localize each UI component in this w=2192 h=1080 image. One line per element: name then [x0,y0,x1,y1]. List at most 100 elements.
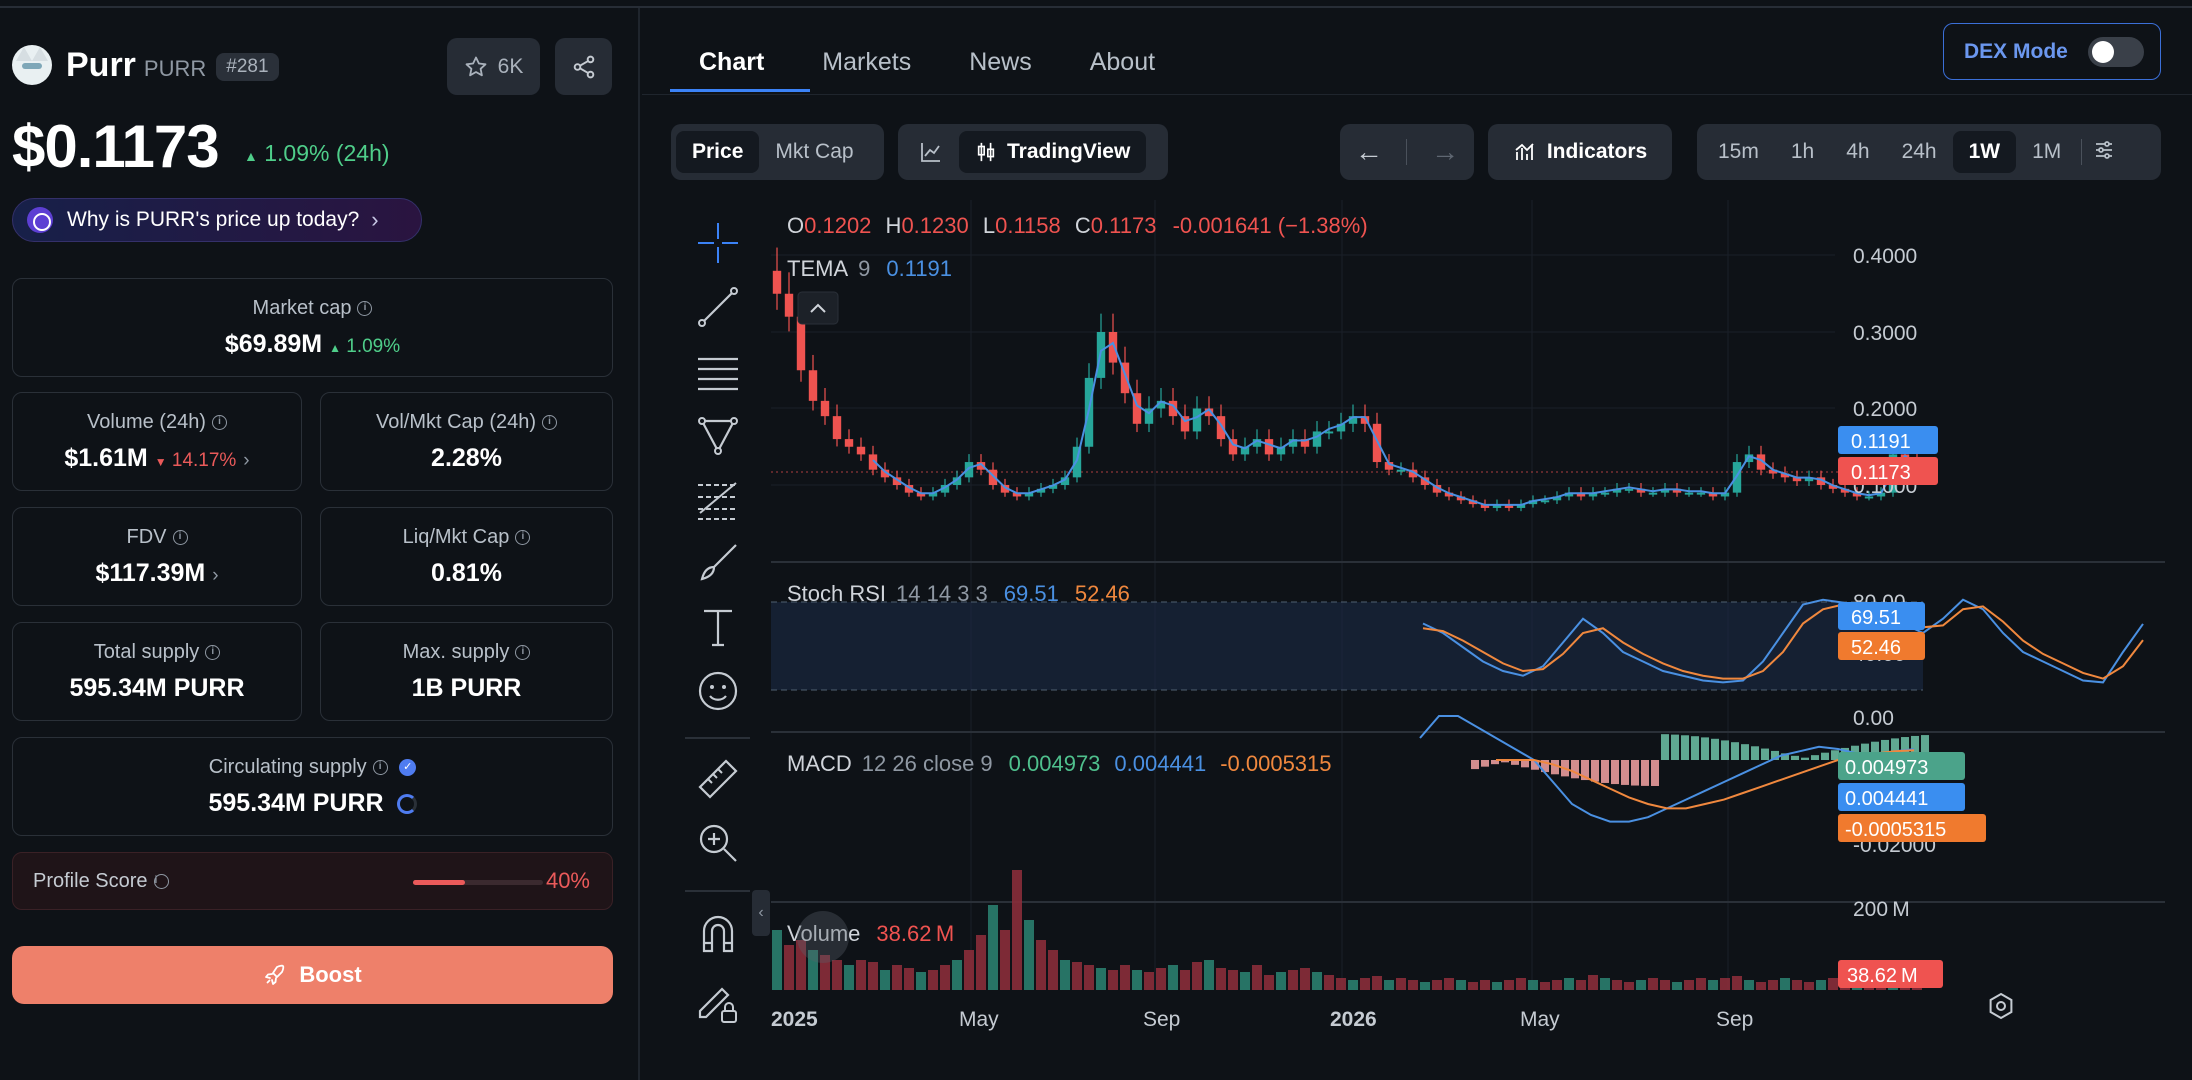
token-header: Purr PURR #281 [12,40,279,90]
timeframe-15m[interactable]: 15m [1718,140,1759,163]
horizontal-lines-icon[interactable] [695,348,741,394]
price-toggle-button[interactable]: Price [676,131,760,173]
timeframe-4h[interactable]: 4h [1846,140,1870,163]
volume-bar [1144,972,1154,990]
price-mktcap-toggle: Price Mkt Cap [671,124,884,180]
time-tick: 2025 [771,1008,818,1031]
info-icon[interactable]: i [357,301,373,317]
why-price-up-button[interactable]: Why is PURR's price up today? › [12,198,422,242]
volume-bar [1096,968,1106,990]
collapse-toolbar-button[interactable]: ‹ [752,890,770,936]
timeframe-1h[interactable]: 1h [1790,140,1815,163]
volume-bar [1384,980,1394,990]
candle-body [904,485,914,493]
info-icon[interactable]: i [515,530,531,546]
candle-body [1408,469,1418,478]
line-chart-button[interactable] [903,131,959,173]
candle-body [1708,492,1718,497]
settings-sliders-icon[interactable] [2092,138,2116,167]
trend-line-icon[interactable] [695,284,741,330]
profile-score-bar[interactable]: Profile Score i 40% [12,852,613,910]
volume-bar [1204,960,1214,990]
candle-body [1336,423,1346,432]
toggle-switch[interactable] [2088,37,2144,67]
market-cap-change: ▲ 1.09% [329,336,401,357]
volume-bar [1180,970,1190,990]
info-icon[interactable]: i [172,530,188,546]
info-icon[interactable]: i [205,645,221,661]
time-tick: May [959,1008,999,1031]
candle-body [1792,477,1802,482]
ruler-icon[interactable] [695,756,741,802]
volume-bar [1696,978,1706,990]
info-icon[interactable]: i [211,415,227,431]
volume-bar [1684,980,1694,990]
volume-bar [1552,980,1562,990]
info-icon[interactable]: i [542,415,558,431]
volume-bar [1480,980,1490,990]
candle-body [1168,400,1178,417]
timeframe-1m[interactable]: 1M [2032,140,2062,163]
zoom-in-icon[interactable] [695,820,741,866]
fibonacci-icon[interactable] [695,476,741,522]
pattern-tool-icon[interactable] [695,412,741,458]
volume-value: $1.61M [64,444,148,472]
price-tick: 0.2000 [1853,398,1917,421]
lock-drawings-icon[interactable] [695,980,741,1026]
rocket-icon [265,964,285,985]
candle-body [1216,416,1226,440]
axis-badges: 0.1191 0.1173 69.51 52.46 0.004973 0.004… [1838,426,1986,988]
emoji-icon[interactable] [695,668,741,714]
crosshair-icon[interactable] [695,220,741,266]
text-tool-icon[interactable] [695,604,741,650]
fdv-card[interactable]: FDV i $117.39M › [12,507,302,606]
volume-bar [856,960,866,990]
volume-bar [1660,980,1670,990]
tab-chart[interactable]: Chart [699,48,765,76]
candle-body [1648,492,1658,495]
macd-hist-bar [1921,735,1929,760]
macd-hist-bar [1891,738,1899,760]
price-chart[interactable]: O0.1202 H0.1230 L0.1158 C0.1173 -0.00164… [685,200,2165,1050]
tab-about[interactable]: About [1089,48,1156,76]
candle-body [1840,488,1850,493]
watchlist-button[interactable]: 6K [447,38,540,95]
macd-hist-bar [1511,760,1519,765]
volume-bar [1348,980,1358,990]
tradingview-button[interactable]: TradingView [959,131,1147,173]
candle-body [796,316,806,371]
macd-hist-bar [1611,760,1619,785]
macd-badge-text: 0.004973 [1845,757,1928,779]
volume-bar [1708,980,1718,990]
mktcap-toggle-button[interactable]: Mkt Cap [775,140,854,163]
indicators-button[interactable]: Indicators [1488,124,1672,180]
info-icon[interactable]: i [153,873,169,889]
brush-icon[interactable] [695,540,741,586]
arrow-right-icon[interactable]: → [1431,136,1460,167]
macd-hist-bar [1741,744,1749,760]
chart-settings-icon [1989,992,2013,1020]
volume-bar [1588,975,1598,990]
volume-bar [1132,970,1142,990]
info-icon[interactable]: i [372,760,388,776]
magnet-icon[interactable] [695,910,741,956]
volume-bar [1072,962,1082,990]
macd-hist-bar [1491,760,1499,765]
macd-hist-bar [1801,757,1809,760]
macd-hist-bar [1501,760,1509,763]
dex-mode-toggle[interactable]: DEX Mode [1943,23,2161,80]
stoch-k-line [1422,598,2144,684]
info-icon[interactable]: i [515,645,531,661]
timeframe-24h[interactable]: 24h [1901,140,1937,163]
timeframe-1w[interactable]: 1W [1952,131,2017,173]
candle-body [1768,469,1778,474]
tab-markets[interactable]: Markets [822,48,912,76]
tab-news[interactable]: News [969,48,1032,76]
arrow-left-icon[interactable]: ← [1354,136,1383,167]
boost-button[interactable]: Boost [12,946,613,1004]
share-button[interactable] [555,38,612,95]
volume-card[interactable]: Volume (24h) i $1.61M ▼ 14.17% › [12,392,302,491]
volume-bar [1300,968,1310,990]
volume-bar [1564,978,1574,990]
candle-body [832,416,842,440]
